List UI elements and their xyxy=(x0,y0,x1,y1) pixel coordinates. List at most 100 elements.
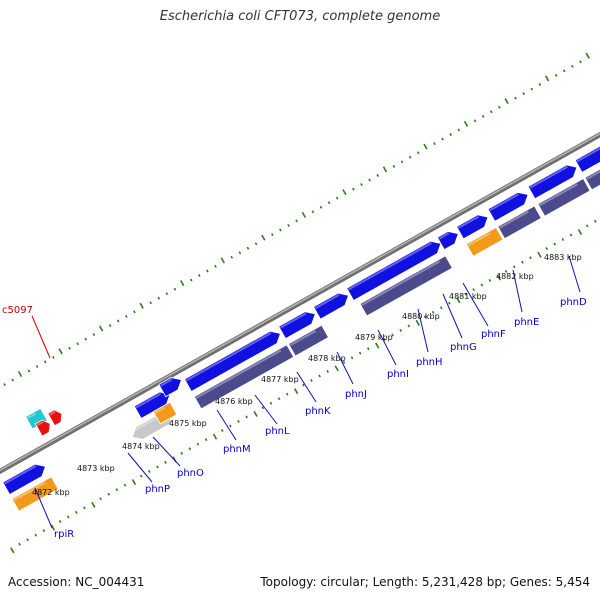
inner-tick xyxy=(529,256,532,260)
gene-arrow-forward-shine xyxy=(4,465,37,485)
outer-tick xyxy=(261,234,266,241)
inner-tick xyxy=(448,301,451,305)
gene-block-reverse-shape xyxy=(584,142,600,191)
inner-tick xyxy=(180,451,184,455)
gene-arrow-forward-shape xyxy=(158,377,182,398)
outer-tick xyxy=(481,114,485,118)
outer-tick xyxy=(27,369,31,373)
gene-block-orange-shine xyxy=(13,481,46,501)
gene-arrow-forward-shape xyxy=(2,463,46,496)
inner-tick xyxy=(123,483,127,487)
inner-tick xyxy=(156,465,159,469)
gene-arrow-forward xyxy=(158,377,182,398)
outer-tick xyxy=(571,64,574,68)
gene-arrow-forward xyxy=(278,311,316,340)
gene-block-orange xyxy=(465,226,504,257)
leader-line xyxy=(152,436,181,467)
outer-tick xyxy=(382,166,388,173)
gene-block-reverse-shape xyxy=(359,255,453,317)
gene-arrow-forward-shape xyxy=(574,129,600,173)
inner-tick xyxy=(66,515,70,519)
accession-text: Accession: NC_004431 xyxy=(8,575,145,589)
outer-tick xyxy=(17,371,23,378)
outer-tick xyxy=(416,151,420,155)
inner-tick xyxy=(391,333,394,337)
outer-tick xyxy=(311,210,315,214)
outer-tick-marks xyxy=(3,52,590,387)
outer-tick xyxy=(554,73,558,77)
outer-tick xyxy=(84,337,88,341)
inner-tick xyxy=(196,442,200,446)
inner-tick xyxy=(553,242,557,246)
gene-arrow-forward xyxy=(456,214,489,240)
inner-tick xyxy=(358,351,362,355)
outer-tick xyxy=(68,346,71,350)
outer-tick xyxy=(504,98,509,105)
inner-tick xyxy=(164,460,167,464)
inner-tick xyxy=(537,251,542,258)
tick-label: 4882 kbp xyxy=(496,272,534,281)
inner-tick xyxy=(342,360,346,364)
inner-tick xyxy=(318,374,321,378)
inner-tick xyxy=(472,288,475,292)
gene-label: phnG xyxy=(450,342,477,353)
gene-arrow-forward xyxy=(487,191,529,222)
outer-tick xyxy=(279,228,282,232)
inner-tick xyxy=(334,365,339,372)
outer-leader-line xyxy=(31,315,51,359)
gene-arrow-forward-shine xyxy=(438,232,450,240)
gene-block-reverse-shape xyxy=(537,177,591,217)
inner-tick xyxy=(431,310,435,314)
inner-tick xyxy=(147,469,151,473)
outer-tick xyxy=(3,383,6,387)
gene-label: phnO xyxy=(177,468,204,479)
outer-tick xyxy=(295,219,298,223)
gene-arrow-forward-shape xyxy=(436,231,459,251)
inner-tick xyxy=(83,506,86,510)
inner-tick xyxy=(58,520,62,523)
gene-arrow-red-shape xyxy=(34,419,51,437)
tick-label: 4880 kbp xyxy=(402,312,440,321)
inner-tick xyxy=(34,533,38,537)
outer-tick xyxy=(408,155,412,159)
inner-tick xyxy=(407,324,411,328)
outer-feature-label: c5097 xyxy=(2,305,33,316)
gene-block-cyan-shine xyxy=(27,412,37,419)
outer-tick xyxy=(116,319,120,323)
gene-label: phnI xyxy=(387,369,409,380)
outer-tick xyxy=(287,224,290,227)
gene-block-reverse xyxy=(193,344,295,410)
outer-tick xyxy=(238,251,242,255)
leader-line xyxy=(442,293,463,339)
inner-tick xyxy=(188,447,192,451)
inner-tick xyxy=(375,342,380,349)
gene-arrow-forward-shape xyxy=(313,292,349,320)
outer-tick xyxy=(43,360,47,364)
leader-line xyxy=(216,409,237,441)
gene-arrow-forward-shine xyxy=(314,294,340,309)
gene-label: phnP xyxy=(145,484,170,495)
outer-tick xyxy=(214,264,217,268)
outer-tick xyxy=(449,133,453,137)
gene-block-orange-shape xyxy=(152,401,178,425)
outer-tick xyxy=(368,178,371,182)
outer-tick xyxy=(463,120,469,127)
tick-label: 4879 kbp xyxy=(355,333,393,342)
inner-tick xyxy=(504,269,508,273)
gene-label: phnD xyxy=(560,297,587,308)
leader-line xyxy=(512,269,523,313)
outer-tick xyxy=(514,96,517,100)
outer-tick xyxy=(189,278,193,282)
gene-arrow-forward-shine xyxy=(160,378,173,387)
outer-tick xyxy=(433,142,436,146)
inner-tick xyxy=(220,429,224,433)
inner-tick xyxy=(577,228,583,235)
gene-arrow-forward-shape xyxy=(456,214,489,240)
outer-tick xyxy=(522,92,525,96)
gene-arrow-forward-shine xyxy=(185,332,272,382)
gene-arrow-reverse-grey-shine xyxy=(130,415,160,434)
outer-tick xyxy=(270,233,274,237)
inner-tick xyxy=(399,329,403,332)
gene-block-reverse xyxy=(287,324,330,357)
inner-tick xyxy=(261,406,265,410)
